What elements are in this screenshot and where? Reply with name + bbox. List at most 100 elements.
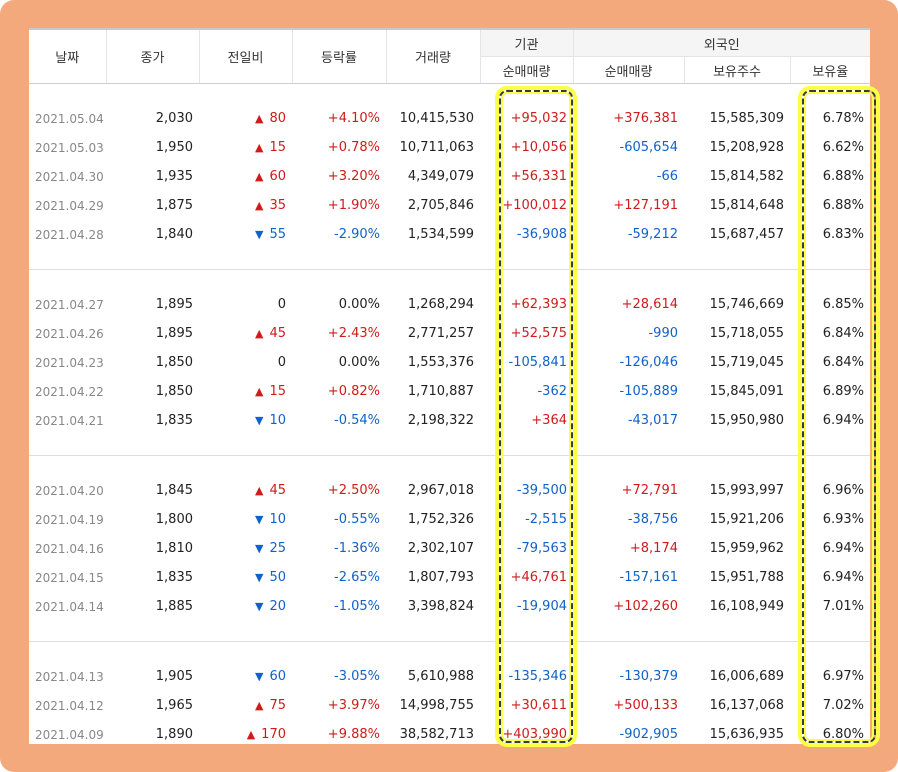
change-value: 80: [269, 111, 286, 126]
close-cell: 1,890: [155, 727, 193, 742]
foreign-net-cell: +500,133: [613, 698, 678, 713]
close-cell: 1,810: [155, 541, 193, 556]
investor-trading-table: 날짜 종가 전일비 등락률 거래량 기관 외국인 순매매량 순매매량 보유주수 …: [29, 28, 870, 744]
foreign-holdings-cell: 15,959,962: [709, 541, 784, 556]
rate-cell: +1.90%: [327, 198, 380, 213]
volume-cell: 10,415,530: [399, 111, 474, 126]
foreign-holdings-cell: 15,585,309: [709, 111, 784, 126]
group-spacer: [29, 249, 870, 270]
group-spacer: [29, 270, 870, 291]
rate-cell: +2.50%: [327, 483, 380, 498]
spacer-cell: [29, 435, 870, 456]
close-cell: 1,875: [155, 198, 193, 213]
volume-cell: 4,349,079: [407, 169, 474, 184]
table-row: 2021.04.12 1,965 ▲ 75 +3.97% 14,998,755 +30,61…: [29, 691, 870, 720]
volume-cell: 1,553,376: [407, 355, 474, 370]
triangle-up-icon: ▲: [254, 699, 264, 712]
institution-net-cell: +52,575: [510, 326, 567, 341]
volume-cell: 3,398,824: [407, 599, 474, 614]
institution-net-cell: -362: [537, 384, 567, 399]
foreign-net-cell: -126,046: [619, 355, 678, 370]
change-value: 0: [277, 297, 286, 312]
institution-net-cell: +364: [531, 413, 567, 428]
volume-cell: 1,534,599: [407, 227, 474, 242]
group-spacer: [29, 621, 870, 642]
change-value: 25: [269, 541, 286, 556]
volume-cell: 2,198,322: [407, 413, 474, 428]
change-cell: ▲ 45: [199, 476, 292, 505]
date-cell: 2021.04.22: [35, 384, 104, 399]
institution-net-cell: +403,990: [502, 727, 567, 742]
rate-cell: 0.00%: [338, 355, 380, 370]
date-cell: 2021.04.16: [35, 541, 104, 556]
foreign-net-cell: -157,161: [619, 570, 678, 585]
institution-net-cell: +46,761: [510, 570, 567, 585]
header-change: 전일비: [199, 28, 293, 84]
foreign-net-cell: -59,212: [627, 227, 678, 242]
triangle-up-icon: ▲: [254, 484, 264, 497]
close-cell: 1,905: [155, 669, 193, 684]
change-value: 55: [269, 227, 286, 242]
header-foreign-ratio: 보유율: [790, 56, 870, 84]
date-cell: 2021.05.03: [35, 140, 104, 155]
change-cell: ▼ 60: [199, 662, 292, 691]
change-cell: ▲ 15: [199, 133, 292, 162]
triangle-up-icon: ▲: [246, 728, 256, 741]
triangle-up-icon: ▲: [254, 141, 264, 154]
foreign-ratio-cell: 6.88%: [822, 169, 865, 184]
change-cell: ▼ 25: [199, 534, 292, 563]
stock-table-panel: 날짜 종가 전일비 등락률 거래량 기관 외국인 순매매량 순매매량 보유주수 …: [29, 28, 870, 744]
close-cell: 1,950: [155, 140, 193, 155]
institution-net-cell: +30,611: [510, 698, 567, 713]
foreign-holdings-cell: 15,814,582: [709, 169, 784, 184]
table-row: 2021.05.03 1,950 ▲ 15 +0.78% 10,711,063 +10,05…: [29, 133, 870, 162]
header-foreign-holdings: 보유주수: [684, 56, 791, 84]
foreign-ratio-cell: 6.94%: [822, 413, 865, 428]
close-cell: 1,800: [155, 512, 193, 527]
table-row: 2021.04.29 1,875 ▲ 35 +1.90% 2,705,846 +100,01…: [29, 191, 870, 220]
foreign-net-cell: -66: [656, 169, 678, 184]
rate-cell: -1.05%: [334, 599, 380, 614]
foreign-ratio-cell: 6.94%: [822, 570, 865, 585]
close-cell: 1,935: [155, 169, 193, 184]
foreign-holdings-cell: 15,950,980: [709, 413, 784, 428]
rate-cell: +9.88%: [327, 727, 380, 742]
foreign-ratio-cell: 6.62%: [822, 140, 865, 155]
triangle-down-icon: ▼: [254, 228, 264, 241]
change-value: 0: [277, 355, 286, 370]
change-cell: ▲ 80: [199, 104, 292, 133]
foreign-net-cell: -43,017: [627, 413, 678, 428]
change-cell: 0: [199, 348, 292, 377]
spacer-cell: [29, 249, 870, 270]
header-close: 종가: [106, 28, 200, 84]
foreign-ratio-cell: 6.84%: [822, 326, 865, 341]
foreign-holdings-cell: 15,636,935: [709, 727, 784, 742]
close-cell: 1,835: [155, 413, 193, 428]
table-row: 2021.04.21 1,835 ▼ 10 -0.54% 2,198,322 +364 -43…: [29, 406, 870, 435]
triangle-up-icon: ▲: [254, 199, 264, 212]
volume-cell: 1,752,326: [407, 512, 474, 527]
change-value: 45: [269, 326, 286, 341]
table-row: 2021.04.30 1,935 ▲ 60 +3.20% 4,349,079 +56,331…: [29, 162, 870, 191]
institution-net-cell: -135,346: [508, 669, 567, 684]
close-cell: 1,850: [155, 355, 193, 370]
date-cell: 2021.05.04: [35, 111, 104, 126]
volume-cell: 38,582,713: [399, 727, 474, 742]
triangle-down-icon: ▼: [254, 414, 264, 427]
close-cell: 1,835: [155, 570, 193, 585]
rate-cell: +0.82%: [327, 384, 380, 399]
institution-net-cell: -36,908: [516, 227, 567, 242]
header-date: 날짜: [29, 28, 107, 84]
change-cell: ▲ 75: [199, 691, 292, 720]
change-cell: ▼ 55: [199, 220, 292, 249]
institution-net-cell: +100,012: [502, 198, 567, 213]
rate-cell: +4.10%: [327, 111, 380, 126]
date-cell: 2021.04.19: [35, 512, 104, 527]
institution-net-cell: +62,393: [510, 297, 567, 312]
close-cell: 1,850: [155, 384, 193, 399]
foreign-net-cell: +127,191: [613, 198, 678, 213]
table-row: 2021.04.13 1,905 ▼ 60 -3.05% 5,610,988 -135,34…: [29, 662, 870, 691]
foreign-net-cell: +102,260: [613, 599, 678, 614]
close-cell: 1,840: [155, 227, 193, 242]
triangle-up-icon: ▲: [254, 385, 264, 398]
